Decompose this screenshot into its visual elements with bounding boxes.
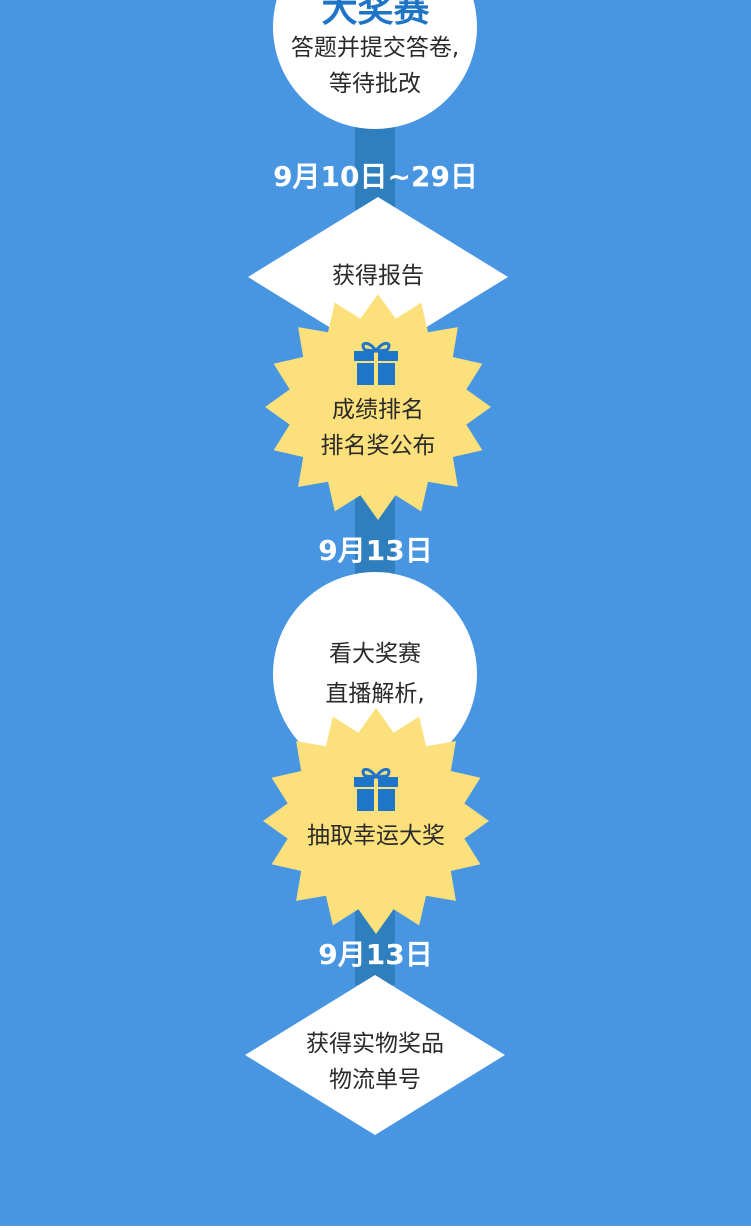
report-label: 获得报告 [332, 263, 424, 289]
prize-diamond [245, 975, 505, 1135]
date-label: 9月13日 [318, 534, 433, 567]
contest-text-line1: 答题并提交答卷, [290, 35, 460, 61]
gift-icon [354, 341, 398, 385]
prize-line2: 物流单号 [329, 1067, 421, 1093]
prize-line1: 获得实物奖品 [306, 1031, 444, 1057]
ranking-burst [265, 294, 491, 520]
lucky-draw-label: 抽取幸运大奖 [307, 823, 445, 849]
date-label: 9月10日~29日 [273, 160, 478, 193]
ranking-line2: 排名奖公布 [320, 433, 436, 459]
report-diamond [248, 197, 508, 357]
ranking-line1: 成绩排名 [332, 397, 424, 423]
date-label: 9月13日 [318, 938, 433, 971]
gift-icon [354, 767, 398, 811]
bottom-edge [0, 1226, 751, 1230]
contest-text-line2: 等待批改 [329, 71, 421, 97]
lucky-draw-burst [263, 708, 489, 934]
live-line1: 看大奖赛 [329, 641, 421, 667]
timeline-connector [355, 120, 395, 210]
contest-title: 大奖赛 [321, 0, 430, 30]
live-line2: 直播解析, [325, 681, 425, 707]
